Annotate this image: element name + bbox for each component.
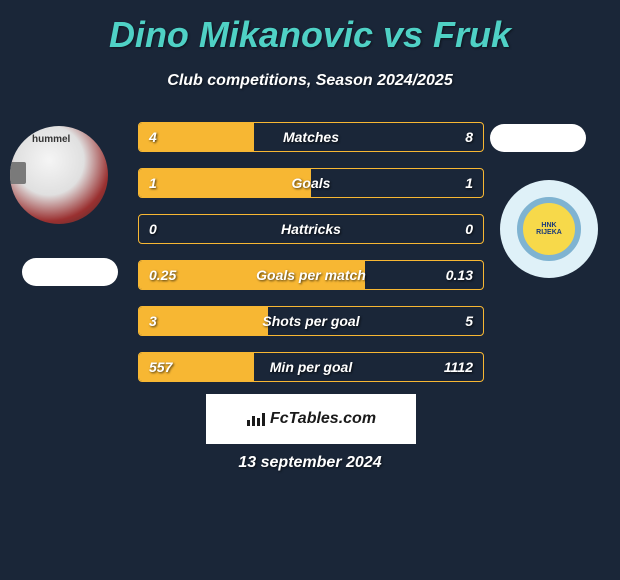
stat-value-right: 1112 bbox=[444, 359, 473, 375]
player-left-flag bbox=[22, 258, 118, 286]
player-right-flag bbox=[490, 124, 586, 152]
stat-label: Shots per goal bbox=[139, 313, 483, 329]
footer-brand-text: FcTables.com bbox=[270, 410, 376, 428]
player-right-club-badge: HNKRIJEKA bbox=[500, 180, 598, 278]
stat-row: 0Hattricks0 bbox=[138, 214, 484, 244]
player-left-avatar: hummel bbox=[10, 126, 108, 224]
stat-label: Matches bbox=[139, 129, 483, 145]
stat-row: 4Matches8 bbox=[138, 122, 484, 152]
club-badge-text: HNKRIJEKA bbox=[536, 222, 562, 236]
stat-label: Goals bbox=[139, 175, 483, 191]
footer-brand: FcTables.com bbox=[246, 410, 376, 428]
stat-row: 0.25Goals per match0.13 bbox=[138, 260, 484, 290]
stats-container: 4Matches8 1Goals1 0Hattricks0 0.25Goals per… bbox=[138, 122, 484, 398]
stat-value-right: 1 bbox=[465, 175, 473, 191]
stat-value-right: 5 bbox=[465, 313, 473, 329]
footer-brand-box: FcTables.com bbox=[206, 394, 416, 444]
footer-date: 13 september 2024 bbox=[0, 454, 620, 472]
stat-label: Min per goal bbox=[139, 359, 483, 375]
chart-icon bbox=[246, 411, 266, 427]
page-title: Dino Mikanovic vs Fruk bbox=[0, 0, 620, 56]
stat-row: 1Goals1 bbox=[138, 168, 484, 198]
stat-value-right: 0 bbox=[465, 221, 473, 237]
stat-row: 3Shots per goal5 bbox=[138, 306, 484, 336]
jersey-brand-label: hummel bbox=[32, 134, 70, 145]
club-badge-inner: HNKRIJEKA bbox=[517, 197, 581, 261]
season-subtitle: Club competitions, Season 2024/2025 bbox=[0, 72, 620, 90]
stat-value-right: 0.13 bbox=[446, 267, 473, 283]
stat-label: Goals per match bbox=[139, 267, 483, 283]
stat-row: 557Min per goal1112 bbox=[138, 352, 484, 382]
stat-value-right: 8 bbox=[465, 129, 473, 145]
stat-label: Hattricks bbox=[139, 221, 483, 237]
